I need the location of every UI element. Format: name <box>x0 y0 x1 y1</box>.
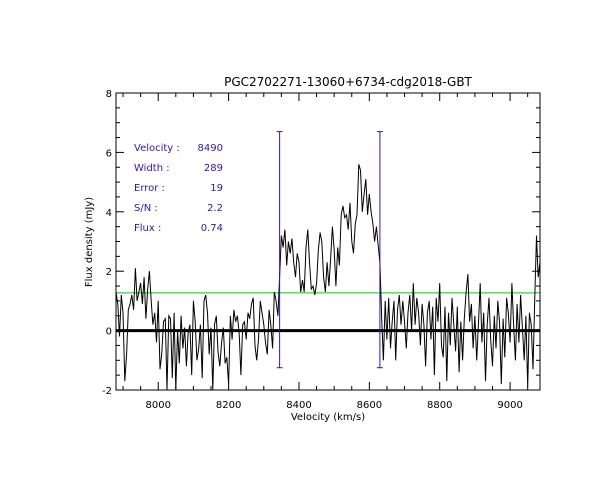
y-axis-label: Flux density (mJy) <box>84 197 95 287</box>
velocity-marker-1 <box>276 131 283 369</box>
velocity-marker-2 <box>376 131 383 369</box>
y-tick-label: 2 <box>106 267 112 278</box>
y-tick-label: 0 <box>106 327 112 338</box>
annotation-label: Flux : <box>134 223 161 234</box>
annotation-label: S/N : <box>134 203 158 214</box>
x-axis-label: Velocity (km/s) <box>291 412 365 423</box>
x-tick-label: 8800 <box>427 400 452 411</box>
y-tick-label: -2 <box>102 386 112 397</box>
annotation-value: 8490 <box>198 143 223 154</box>
annotation-row: Flux : 0.74 <box>134 223 223 234</box>
annotation-row: Width : 289 <box>134 163 223 174</box>
annotation-value: 289 <box>204 163 223 174</box>
x-tick-label: 8400 <box>286 400 311 411</box>
plot-area <box>115 92 541 391</box>
annotation-value: 0.74 <box>201 223 223 234</box>
measurement-annotations: Velocity : 8490 Width : 289 Error : 19 S/N : 2.… <box>134 143 223 234</box>
annotation-row: Velocity : 8490 <box>134 143 223 154</box>
spectrum-series <box>115 164 541 391</box>
x-tick-label: 8600 <box>357 400 382 411</box>
x-axis: 8000 8200 8400 8600 8800 9000 <box>122 93 529 411</box>
annotation-label: Error : <box>134 183 165 194</box>
annotation-row: Error : 19 <box>134 183 223 194</box>
reference-lines <box>116 292 540 333</box>
annotation-value: 2.2 <box>207 203 223 214</box>
annotation-label: Velocity : <box>134 143 180 154</box>
velocity-markers <box>276 131 383 369</box>
x-tick-label: 8200 <box>216 400 241 411</box>
x-tick-label: 9000 <box>497 400 522 411</box>
y-axis: -2 0 2 4 6 8 <box>102 89 540 397</box>
annotation-value: 19 <box>210 183 223 194</box>
y-tick-label: 6 <box>106 148 112 159</box>
spectrum-line <box>115 164 541 391</box>
annotation-row: S/N : 2.2 <box>134 203 223 214</box>
annotation-label: Width : <box>134 163 170 174</box>
y-tick-label: 4 <box>106 208 112 219</box>
x-tick-label: 8000 <box>145 400 170 411</box>
chart-title: PGC2702271-13060+6734-cdg2018-GBT <box>224 75 472 89</box>
y-tick-label: 8 <box>106 89 112 100</box>
